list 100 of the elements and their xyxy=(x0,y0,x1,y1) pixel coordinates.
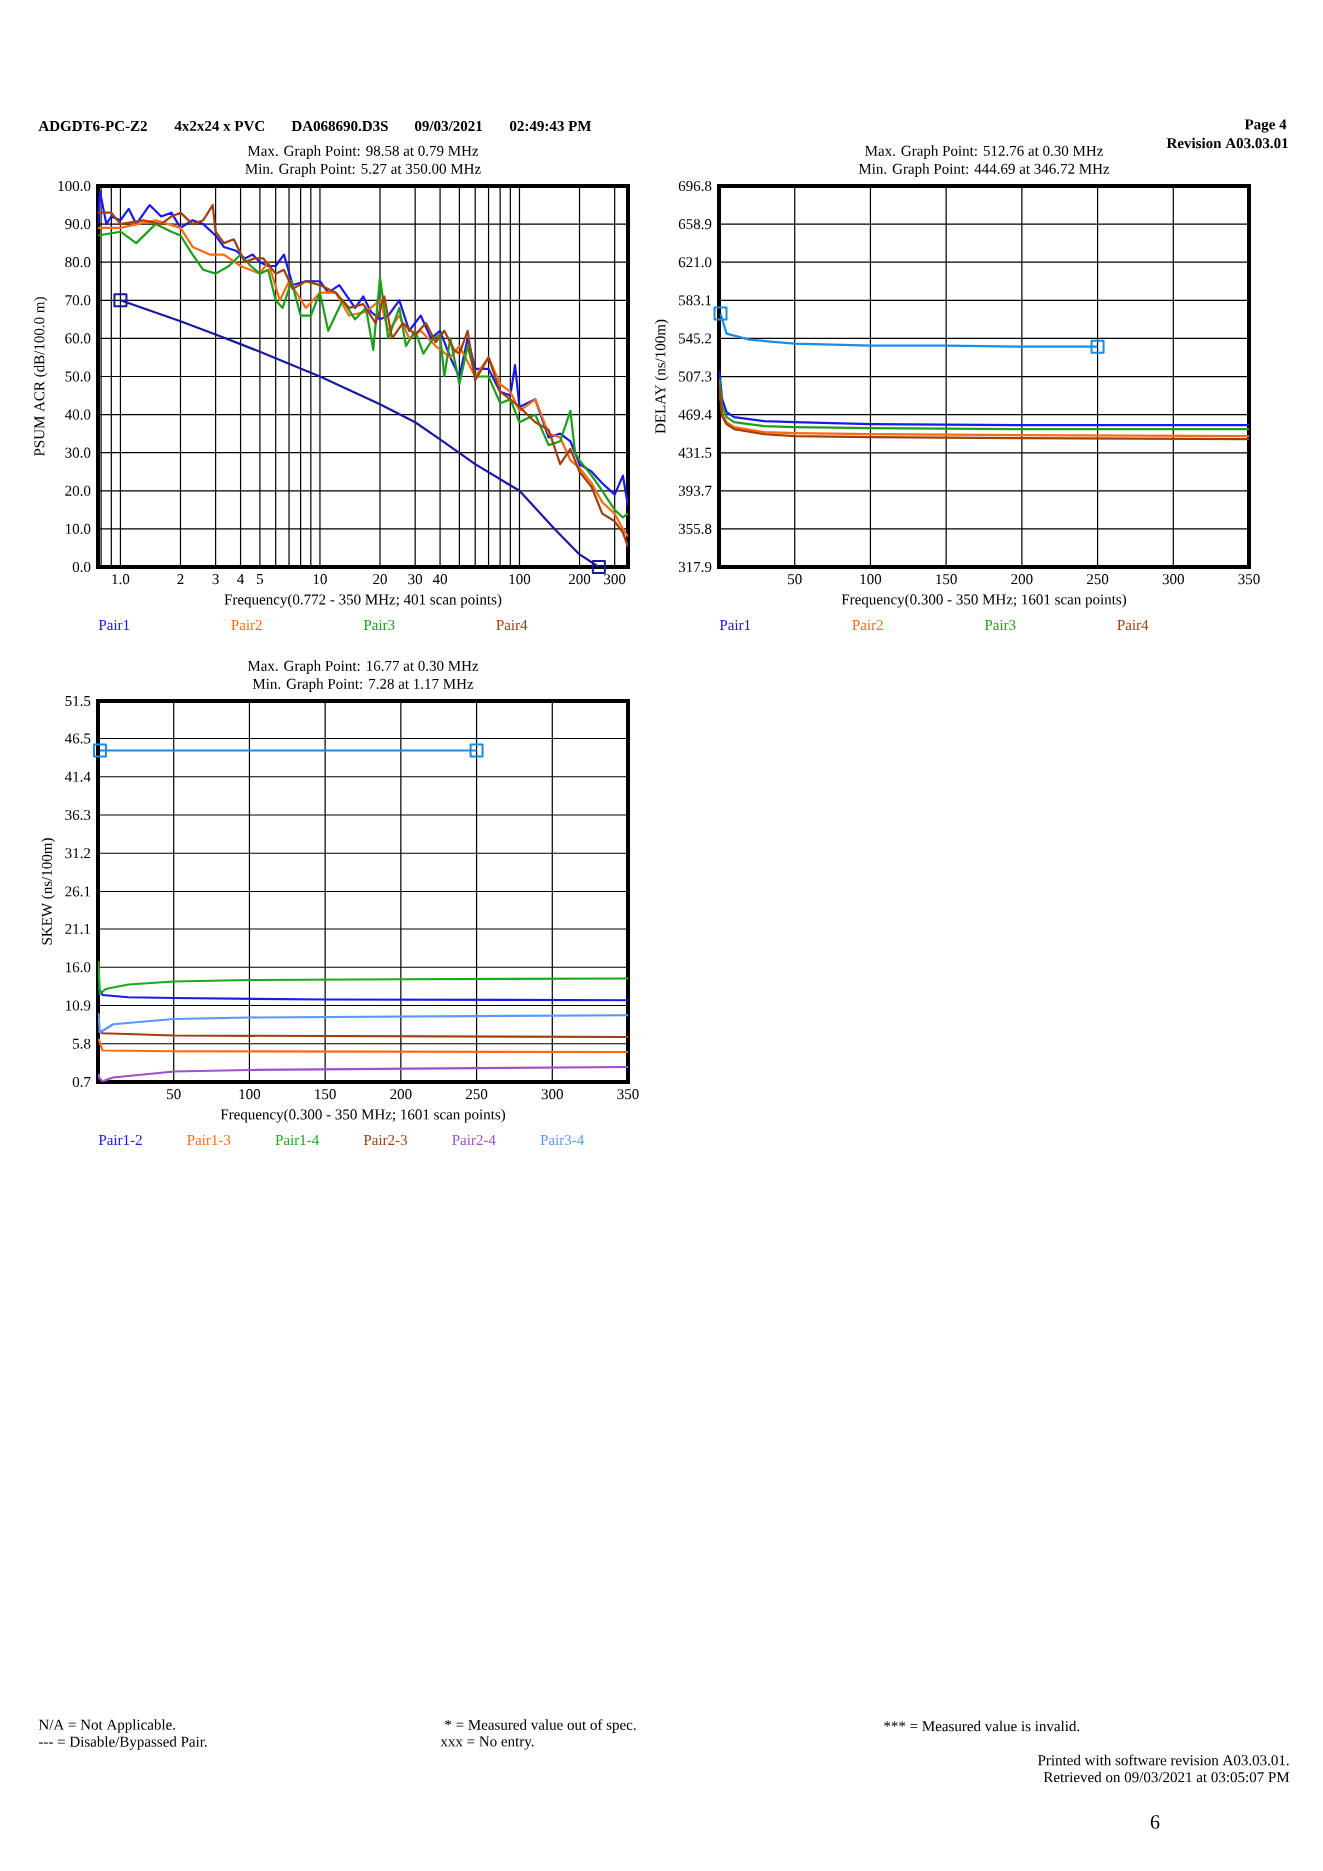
x-tick-label: 40 xyxy=(432,574,448,585)
y-tick-label: 658.9 xyxy=(678,219,712,230)
x-tick-label: 200 xyxy=(1011,574,1033,585)
y-tick-label: 26.1 xyxy=(65,886,91,897)
text: 6 xyxy=(1150,1815,1160,1829)
line-series xyxy=(98,1037,628,1054)
y-tick-label: 393.7 xyxy=(678,485,712,496)
line-series xyxy=(98,1065,628,1083)
x-tick-label: 300 xyxy=(604,574,626,585)
text: Page 4 xyxy=(1244,119,1287,133)
y-tick-label: 0.7 xyxy=(72,1076,91,1088)
y-tick-label: 46.5 xyxy=(64,733,91,744)
text: Pair1-4 xyxy=(275,1134,319,1146)
y-tick-label: 50.0 xyxy=(65,371,91,382)
chart-subtitle: Min. Graph Point: 5.27 at 350.00 MHz xyxy=(245,163,481,177)
x-tick-label: 30 xyxy=(408,574,423,585)
x-tick-label: 300 xyxy=(1162,574,1184,585)
x-tick-label: 300 xyxy=(541,1089,563,1100)
text: Pair3-4 xyxy=(540,1134,584,1146)
text: Revision A03.03.01 xyxy=(1166,137,1288,149)
y-tick-label: 16.0 xyxy=(66,962,91,973)
text: Pair2 xyxy=(852,619,883,631)
x-tick-label: 250 xyxy=(1086,574,1109,585)
y-tick-label: 10.0 xyxy=(66,523,91,535)
chart-title: Max. Graph Point: 512.76 at 0.30 MHz xyxy=(865,145,1103,159)
y-tick-label: 317.9 xyxy=(678,561,712,573)
y-tick-label: 31.2 xyxy=(65,848,91,859)
x-axis-title: Frequency(0.300 - 350 MHz; 1601 scan points) xyxy=(220,1108,506,1123)
y-tick-label: 100.0 xyxy=(58,180,91,192)
chart-title: Max. Graph Point: 98.58 at 0.79 MHz xyxy=(247,145,479,159)
y-axis-title: DELAY (ns/100m) xyxy=(654,319,669,434)
y-tick-label: 621.0 xyxy=(678,257,712,268)
x-tick-label: 150 xyxy=(315,1089,336,1100)
y-tick-label: 5.8 xyxy=(73,1038,91,1049)
text: Pair3 xyxy=(363,619,395,631)
chart-subtitle: Min. Graph Point: 444.69 at 346.72 MHz xyxy=(858,163,1110,177)
y-tick-label: 40.0 xyxy=(64,409,91,420)
x-tick-label: 200 xyxy=(568,574,591,585)
text: Pair1-2 xyxy=(98,1134,142,1146)
y-tick-label: 507.3 xyxy=(679,371,712,382)
text: *** = Measured value is invalid. xyxy=(884,1720,1080,1732)
y-axis-title: SKEW (ns/100m) xyxy=(41,838,55,945)
x-tick-label: 50 xyxy=(167,1089,181,1100)
y-tick-label: 469.4 xyxy=(678,409,712,420)
x-tick-label: 2 xyxy=(177,574,184,584)
y-tick-label: 545.2 xyxy=(679,333,712,344)
x-tick-label: 150 xyxy=(936,574,957,585)
y-tick-label: 30.0 xyxy=(65,447,91,458)
text: Pair1-3 xyxy=(187,1134,231,1146)
text: 4x2x24 x PVC xyxy=(174,120,265,132)
x-tick-label: 20 xyxy=(373,574,387,585)
text: Printed with software revision A03.03.01. xyxy=(1038,1754,1289,1766)
text: ADGDT6-PC-Z2 xyxy=(38,120,147,132)
text: N/A = Not Applicable. xyxy=(38,1719,176,1733)
y-tick-label: 51.5 xyxy=(65,695,91,707)
x-tick-label: 3 xyxy=(212,574,219,585)
text: Pair2 xyxy=(231,619,262,631)
text: Pair1 xyxy=(98,619,130,631)
text: Pair4 xyxy=(1117,619,1149,631)
line-series xyxy=(719,369,1250,427)
chart-subtitle: Min. Graph Point: 7.28 at 1.17 MHz xyxy=(252,678,474,692)
text: Pair3 xyxy=(984,619,1016,631)
line-series xyxy=(98,1029,628,1039)
text: Retrieved on 09/03/2021 at 03:05:07 PM xyxy=(1043,1771,1290,1783)
text: Pair2-3 xyxy=(363,1134,407,1146)
y-axis-title: PSUM ACR (dB/100.0 m) xyxy=(33,297,48,457)
x-tick-label: 1.0 xyxy=(112,574,130,585)
y-tick-label: 20.0 xyxy=(65,485,91,496)
y-tick-label: 90.0 xyxy=(65,219,91,230)
chart-title: Max. Graph Point: 16.77 at 0.30 MHz xyxy=(247,660,479,674)
line-series xyxy=(98,986,628,1002)
y-tick-label: 80.0 xyxy=(65,257,91,268)
text: Pair2-4 xyxy=(452,1134,496,1146)
x-axis-title: Frequency(0.772 - 350 MHz; 401 scan points) xyxy=(224,593,502,608)
x-tick-label: 100 xyxy=(239,1089,261,1100)
x-tick-label: 200 xyxy=(390,1089,412,1100)
y-tick-label: 583.1 xyxy=(679,295,712,306)
line-series xyxy=(98,1011,628,1034)
text: Pair1 xyxy=(719,619,751,631)
x-tick-label: 350 xyxy=(1238,574,1260,585)
x-tick-label: 5 xyxy=(257,574,264,585)
x-tick-label: 10 xyxy=(313,574,327,585)
x-tick-label: 4 xyxy=(237,574,245,584)
x-axis-title: Frequency(0.300 - 350 MHz; 1601 scan points) xyxy=(841,593,1127,608)
text: 09/03/2021 xyxy=(414,120,482,132)
line-series xyxy=(719,377,1250,431)
text: DA068690.D3S xyxy=(291,120,388,132)
y-tick-label: 10.9 xyxy=(66,1000,91,1011)
text: Pair4 xyxy=(496,619,528,631)
y-tick-label: 36.3 xyxy=(65,809,91,821)
x-tick-label: 50 xyxy=(788,574,802,585)
y-tick-label: 21.1 xyxy=(65,923,91,935)
x-tick-label: 350 xyxy=(617,1089,639,1100)
y-tick-label: 0.0 xyxy=(72,561,91,573)
text: xxx = No entry. xyxy=(440,1736,534,1750)
y-tick-label: 41.4 xyxy=(64,771,91,782)
y-tick-label: 60.0 xyxy=(65,333,91,344)
x-tick-label: 250 xyxy=(465,1089,488,1100)
y-tick-label: 70.0 xyxy=(65,295,91,306)
y-tick-label: 355.8 xyxy=(678,523,712,534)
